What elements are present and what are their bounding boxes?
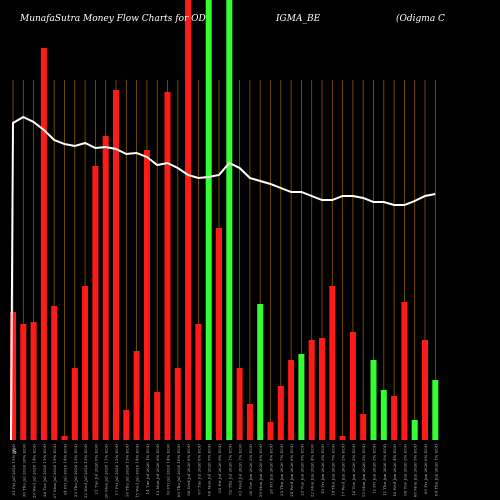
volume-bar — [339, 436, 346, 440]
volume-bar — [20, 324, 27, 440]
date-tick-label: 04 Thu Jun 2026 1% EOD — [433, 444, 438, 496]
volume-bar — [164, 92, 171, 440]
date-tick-label: 15 Wed Jul 2026 14% EOD — [135, 444, 140, 498]
volume-bar — [61, 436, 68, 440]
date-tick-label: 08 Mon Jun 2026 5% EOD — [413, 444, 418, 497]
chart-title-part-1: MunafaSutra Money Flow Charts for OD — [20, 14, 206, 24]
chart-title-part-3: (Odigma C — [396, 14, 445, 24]
volume-bar — [71, 368, 78, 440]
date-tick-label: 03 Fri Jul 2026 9% EOD — [217, 444, 222, 493]
date-tick-label: 26 Fri Jun 2026 4% EOD — [269, 444, 274, 494]
date-tick-label: 16 Tue Jun 2026 2% EOD — [351, 444, 356, 496]
date-tick-label: 17 Fri Jul 2026 12% EOD — [114, 444, 119, 495]
volume-bar — [226, 0, 233, 440]
volume-bar — [216, 228, 222, 440]
footer-mark: S — [12, 448, 17, 456]
volume-bar — [422, 340, 428, 440]
date-tick-label: 10 Wed Jun 2026 4% EOD — [392, 444, 397, 497]
date-tick-label: 06 Mon Jul 2026 5% EOD — [207, 444, 212, 496]
volume-bar — [246, 404, 253, 440]
date-tick-labels: 01 Fri Jul 2026 15% EOD 30 Thu Jul 2026 2… — [11, 444, 438, 498]
volume-bar — [349, 332, 356, 440]
volume-bar — [30, 322, 37, 440]
date-tick-label: 12 Fri Jun 2026 3% EOD — [372, 444, 377, 494]
date-tick-label: 15 Mon Jun 2026 2% EOD — [361, 444, 366, 497]
volume-bar — [174, 368, 181, 440]
volume-bar — [185, 0, 192, 440]
date-tick-label: 11 Thu Jun 2026 5% EOD — [382, 444, 387, 496]
volume-bar — [277, 386, 284, 440]
date-tick-label: 09 Tue Jun 2026 2% EOD — [402, 444, 407, 496]
volume-bar — [360, 414, 367, 440]
volume-bar — [370, 360, 377, 440]
date-tick-label: 22 Wed Jul 2026 13% EOD — [83, 444, 88, 498]
date-tick-label: 23 Thu Jul 2026 13% EOD — [73, 444, 78, 497]
volume-bar — [143, 150, 150, 440]
date-tick-label: 22 Mon Jun 2026 4% EOD — [310, 444, 315, 497]
volume-bar — [401, 302, 408, 440]
date-tick-label: 09 Thu Jul 2026 10% EOD — [176, 444, 181, 497]
volume-bar — [308, 340, 315, 440]
volume-bar — [329, 286, 336, 440]
date-tick-label: 21 Tue Jul 2026 0% EOD — [93, 444, 98, 494]
volume-bar — [113, 90, 119, 440]
price-line — [10, 115, 436, 441]
volume-bar — [195, 324, 202, 440]
volume-bar — [288, 360, 295, 440]
date-tick-label: 23 Tue Jun 2026 5% EOD — [299, 444, 304, 496]
date-tick-label: 28 Tue Jul 2026 11% EOD — [42, 444, 47, 497]
volume-bar — [298, 354, 305, 440]
date-tick-label: 24 Fri Jul 2026 14% EOD — [63, 444, 68, 495]
volume-bar — [51, 306, 58, 440]
date-tick-label: 10 Fri Jul 2026 14% EOD — [166, 444, 171, 495]
volume-bar — [10, 312, 16, 440]
date-tick-label: 20 Mon Jul 2026 11% EOD — [104, 444, 109, 498]
volume-bar — [205, 0, 212, 440]
volume-bar — [380, 390, 387, 440]
date-tick-label: 13 Mon Jul 2026 8% EOD — [155, 444, 160, 496]
date-tick-label: 27 Mon Jul 2026 19% EOD — [52, 444, 57, 498]
volume-bar — [123, 410, 130, 440]
date-tick-label: 16 Thu Jul 2026 15% EOD — [124, 444, 129, 497]
volume-bar — [411, 420, 418, 440]
date-tick-label: 02 Thu Jul 2026 1% EOD — [227, 444, 232, 495]
date-tick-label: 17 Wed Jun 2026 2% EOD — [341, 444, 346, 497]
date-tick-label: 30 Tue Jun 2026 2% EOD — [248, 444, 253, 496]
volume-bar — [82, 286, 89, 440]
date-tick-label: 25 Thu Jun 2026 7% EOD — [279, 444, 284, 496]
date-tick-label: 07 Tue Jul 2026 8% EOD — [196, 444, 201, 494]
volume-bar — [319, 338, 325, 440]
date-tick-label: 05 Fri Jun 2026 0% EOD — [423, 444, 428, 494]
volume-bar — [133, 351, 140, 440]
volume-bar — [92, 166, 99, 440]
date-tick-label: 01 Fri Jul 2026 15% EOD — [11, 444, 16, 495]
date-tick-label: 01 Wed Jul 2026 1% EOD — [238, 444, 243, 496]
volume-bar — [391, 396, 398, 440]
volume-bar — [102, 136, 109, 440]
date-tick-label: 14 Tue Jul 2026 1% EOD — [145, 444, 150, 494]
volume-bar — [154, 392, 161, 440]
date-tick-label: 29 Wed Jul 2026 14% EOD — [32, 444, 37, 498]
volume-bar — [267, 422, 274, 440]
date-tick-label: 30 Thu Jul 2026 20% EOD — [21, 444, 26, 497]
volume-bar — [432, 380, 439, 440]
volume-bar — [40, 48, 47, 440]
date-tick-label: 29 Mon Jun 2026 6% EOD — [258, 444, 263, 497]
date-tick-label: 08 Wed Jul 2026 8% EOD — [186, 444, 191, 496]
volume-bars — [10, 0, 439, 440]
date-tick-label: 24 Wed Jun 2026 6% EOD — [289, 444, 294, 497]
volume-bar — [257, 304, 264, 440]
chart-title-part-2: IGMA_BE — [276, 14, 321, 24]
volume-bar — [236, 368, 243, 440]
date-tick-label: 19 Fri Jun 2026 3% EOD — [320, 444, 325, 494]
date-tick-label: 18 Thu Jun 2026 7% EOD — [330, 444, 335, 496]
